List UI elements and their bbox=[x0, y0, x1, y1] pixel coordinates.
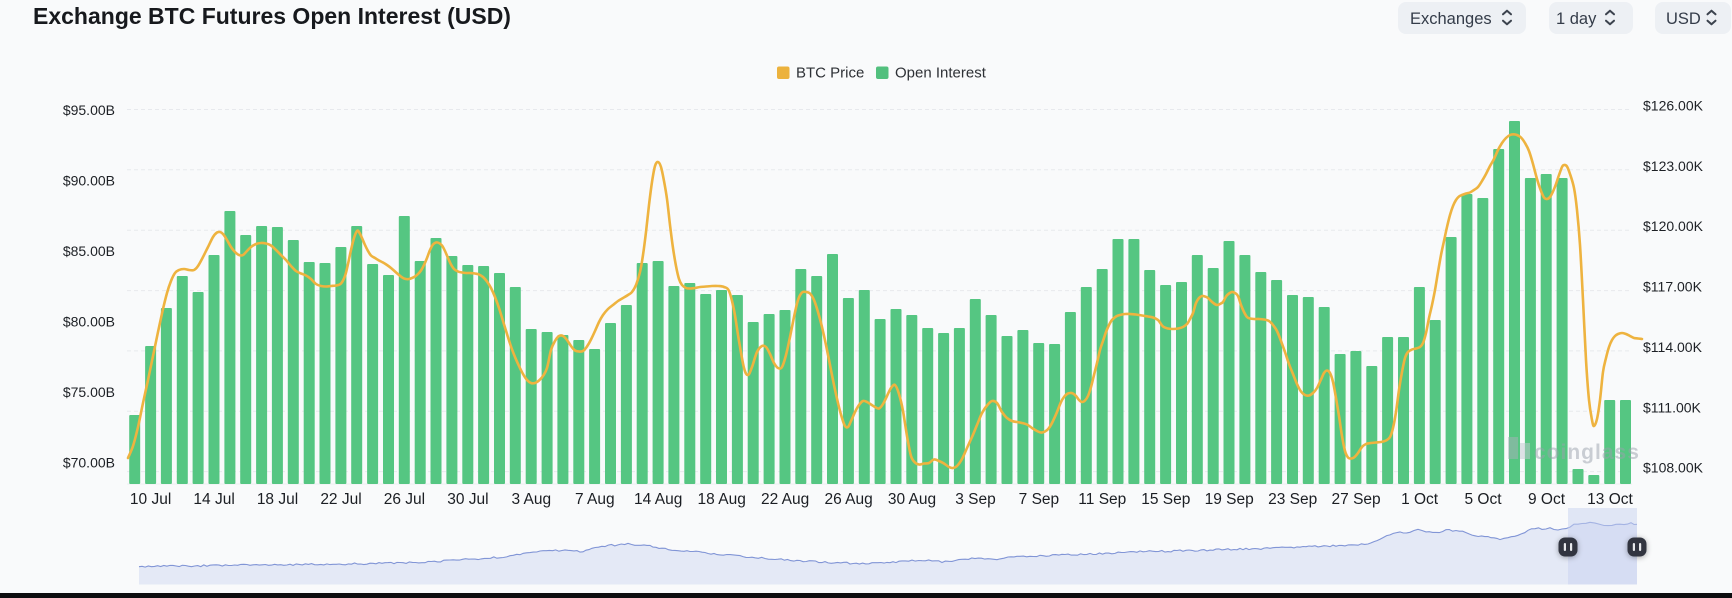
svg-text:18 Aug: 18 Aug bbox=[698, 491, 746, 508]
svg-text:1 day: 1 day bbox=[1556, 10, 1597, 28]
svg-text:BTC Price: BTC Price bbox=[796, 65, 864, 82]
svg-text:Exchanges: Exchanges bbox=[1410, 10, 1492, 28]
svg-text:$120.00K: $120.00K bbox=[1643, 218, 1704, 234]
svg-text:$85.00B: $85.00B bbox=[63, 243, 115, 259]
svg-text:14 Jul: 14 Jul bbox=[193, 491, 234, 508]
svg-text:5 Oct: 5 Oct bbox=[1464, 491, 1502, 508]
svg-text:Open Interest: Open Interest bbox=[895, 65, 987, 82]
svg-text:19 Sep: 19 Sep bbox=[1205, 491, 1254, 508]
svg-text:$80.00B: $80.00B bbox=[63, 314, 115, 330]
svg-text:30 Aug: 30 Aug bbox=[888, 491, 936, 508]
svg-text:26 Aug: 26 Aug bbox=[824, 491, 872, 508]
svg-text:1 Oct: 1 Oct bbox=[1401, 491, 1439, 508]
svg-text:$126.00K: $126.00K bbox=[1643, 98, 1704, 114]
svg-text:13 Oct: 13 Oct bbox=[1587, 491, 1633, 508]
svg-text:$117.00K: $117.00K bbox=[1643, 279, 1703, 295]
svg-text:3 Aug: 3 Aug bbox=[511, 491, 551, 508]
svg-text:14 Aug: 14 Aug bbox=[634, 491, 682, 508]
svg-text:$95.00B: $95.00B bbox=[63, 102, 115, 118]
svg-text:$123.00K: $123.00K bbox=[1643, 158, 1704, 174]
svg-text:USD: USD bbox=[1666, 10, 1701, 28]
svg-text:$114.00K: $114.00K bbox=[1643, 339, 1703, 355]
svg-text:22 Jul: 22 Jul bbox=[320, 491, 361, 508]
svg-text:Exchange BTC Futures Open Inte: Exchange BTC Futures Open Interest (USD) bbox=[33, 3, 511, 29]
svg-text:30 Jul: 30 Jul bbox=[447, 491, 488, 508]
svg-text:7 Sep: 7 Sep bbox=[1019, 491, 1060, 508]
svg-text:11 Sep: 11 Sep bbox=[1078, 491, 1126, 508]
svg-text:22 Aug: 22 Aug bbox=[761, 491, 809, 508]
svg-text:$111.00K: $111.00K bbox=[1643, 399, 1702, 415]
svg-text:26 Jul: 26 Jul bbox=[384, 491, 425, 508]
svg-text:$75.00B: $75.00B bbox=[63, 384, 115, 400]
svg-text:15 Sep: 15 Sep bbox=[1141, 491, 1190, 508]
svg-text:18 Jul: 18 Jul bbox=[257, 491, 298, 508]
svg-text:23 Sep: 23 Sep bbox=[1268, 491, 1317, 508]
svg-text:9 Oct: 9 Oct bbox=[1528, 491, 1566, 508]
svg-text:27 Sep: 27 Sep bbox=[1332, 491, 1381, 508]
svg-text:coinglass: coinglass bbox=[1534, 441, 1640, 464]
svg-text:$70.00B: $70.00B bbox=[63, 455, 115, 471]
svg-text:10 Jul: 10 Jul bbox=[130, 491, 171, 508]
svg-text:$108.00K: $108.00K bbox=[1643, 460, 1704, 476]
svg-text:3 Sep: 3 Sep bbox=[955, 491, 996, 508]
svg-text:$90.00B: $90.00B bbox=[63, 173, 115, 189]
svg-text:7 Aug: 7 Aug bbox=[575, 491, 615, 508]
